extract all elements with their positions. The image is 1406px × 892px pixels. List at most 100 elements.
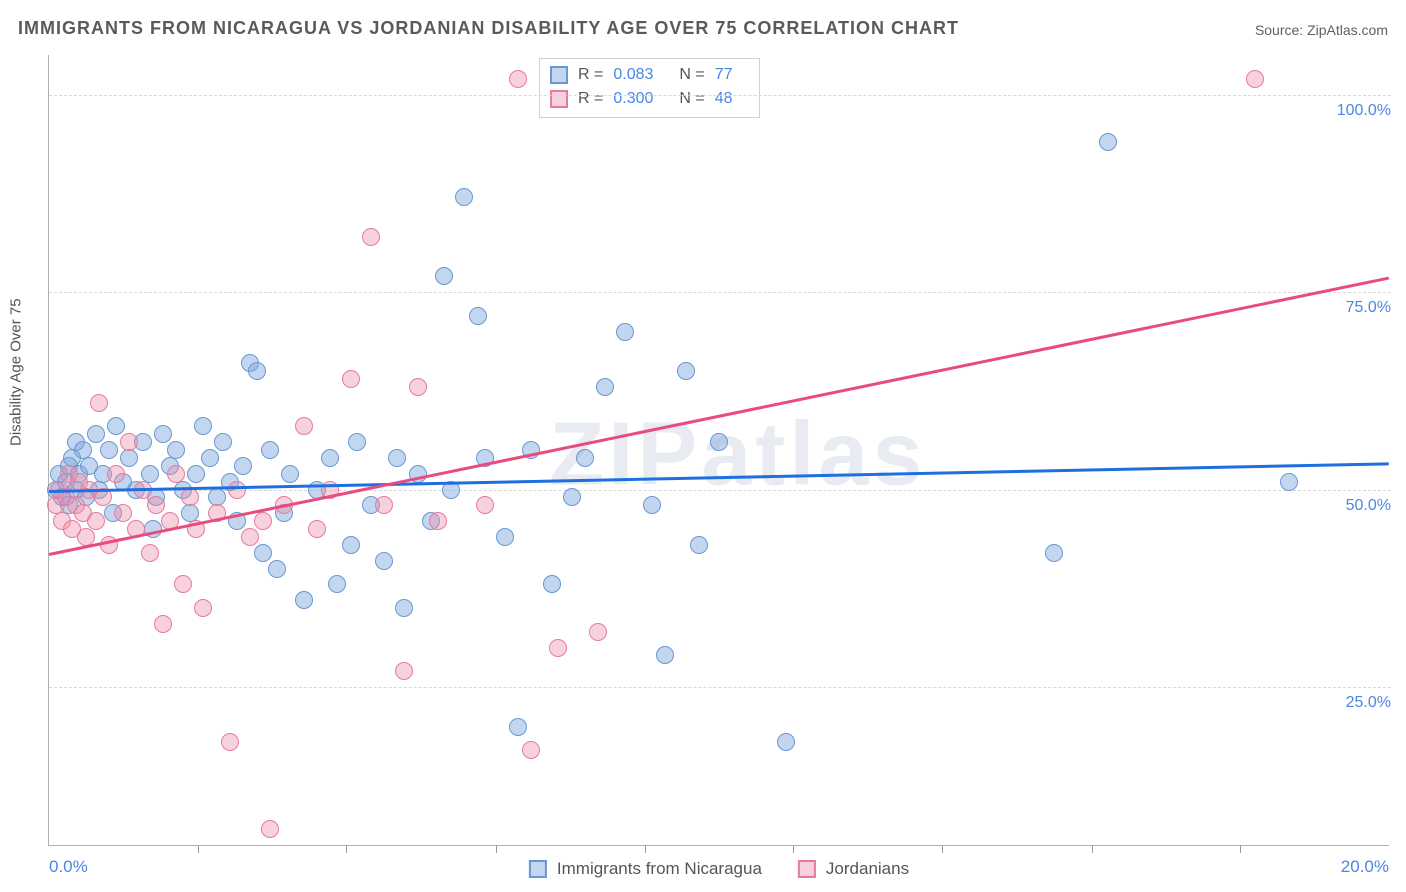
scatter-point bbox=[254, 544, 272, 562]
legend-label: Immigrants from Nicaragua bbox=[557, 859, 762, 879]
r-label: R = bbox=[578, 63, 603, 87]
n-value: 48 bbox=[715, 87, 733, 111]
source-link[interactable]: ZipAtlas.com bbox=[1307, 22, 1388, 38]
gridline-h bbox=[49, 687, 1391, 688]
y-tick-label: 100.0% bbox=[1331, 102, 1391, 120]
scatter-point bbox=[295, 591, 313, 609]
scatter-point bbox=[114, 504, 132, 522]
y-tick-label: 25.0% bbox=[1340, 694, 1391, 712]
x-axis-min-label: 0.0% bbox=[49, 857, 88, 877]
scatter-point bbox=[429, 512, 447, 530]
legend-item: Immigrants from Nicaragua bbox=[529, 859, 762, 879]
scatter-point bbox=[201, 449, 219, 467]
legend-row: R = 0.083 N = 77 bbox=[550, 63, 749, 87]
page-title: IMMIGRANTS FROM NICARAGUA VS JORDANIAN D… bbox=[18, 18, 959, 39]
scatter-point bbox=[154, 425, 172, 443]
scatter-point bbox=[147, 496, 165, 514]
scatter-point bbox=[181, 488, 199, 506]
scatter-point bbox=[321, 449, 339, 467]
series-legend: Immigrants from Nicaragua Jordanians bbox=[529, 859, 909, 879]
scatter-point bbox=[563, 488, 581, 506]
n-value: 77 bbox=[715, 63, 733, 87]
scatter-point bbox=[254, 512, 272, 530]
scatter-point bbox=[328, 575, 346, 593]
scatter-point bbox=[549, 639, 567, 657]
scatter-point bbox=[522, 741, 540, 759]
scatter-plot-area: ZIPatlas R =0.083N =77R =0.300N =48 0.0%… bbox=[48, 55, 1389, 846]
scatter-point bbox=[496, 528, 514, 546]
scatter-point bbox=[342, 536, 360, 554]
legend-swatch bbox=[550, 66, 568, 84]
scatter-point bbox=[295, 417, 313, 435]
scatter-point bbox=[348, 433, 366, 451]
scatter-point bbox=[308, 520, 326, 538]
scatter-point bbox=[509, 718, 527, 736]
x-tick bbox=[1092, 845, 1093, 853]
scatter-point bbox=[1246, 70, 1264, 88]
gridline-h bbox=[49, 292, 1391, 293]
scatter-point bbox=[1280, 473, 1298, 491]
scatter-point bbox=[388, 449, 406, 467]
scatter-point bbox=[261, 820, 279, 838]
watermark-text: ZIPatlas bbox=[549, 404, 926, 507]
scatter-point bbox=[455, 188, 473, 206]
scatter-point bbox=[576, 449, 594, 467]
scatter-point bbox=[375, 552, 393, 570]
scatter-point bbox=[214, 433, 232, 451]
gridline-h bbox=[49, 490, 1391, 491]
scatter-point bbox=[375, 496, 393, 514]
n-label: N = bbox=[679, 63, 704, 87]
scatter-point bbox=[656, 646, 674, 664]
scatter-point bbox=[342, 370, 360, 388]
x-tick bbox=[198, 845, 199, 853]
scatter-point bbox=[476, 496, 494, 514]
y-tick-label: 50.0% bbox=[1340, 497, 1391, 515]
x-axis-max-label: 20.0% bbox=[1341, 857, 1389, 877]
scatter-point bbox=[395, 599, 413, 617]
legend-swatch bbox=[529, 860, 547, 878]
source-prefix: Source: bbox=[1255, 22, 1307, 38]
r-label: R = bbox=[578, 87, 603, 111]
scatter-point bbox=[469, 307, 487, 325]
scatter-point bbox=[616, 323, 634, 341]
x-tick bbox=[1240, 845, 1241, 853]
r-value: 0.300 bbox=[613, 87, 653, 111]
scatter-point bbox=[589, 623, 607, 641]
scatter-point bbox=[120, 449, 138, 467]
scatter-point bbox=[1045, 544, 1063, 562]
scatter-point bbox=[777, 733, 795, 751]
scatter-point bbox=[1099, 133, 1117, 151]
scatter-point bbox=[228, 481, 246, 499]
x-tick bbox=[793, 845, 794, 853]
scatter-point bbox=[596, 378, 614, 396]
x-tick bbox=[645, 845, 646, 853]
scatter-point bbox=[120, 433, 138, 451]
scatter-point bbox=[248, 362, 266, 380]
scatter-point bbox=[221, 733, 239, 751]
scatter-point bbox=[281, 465, 299, 483]
scatter-point bbox=[87, 512, 105, 530]
x-tick bbox=[346, 845, 347, 853]
x-tick bbox=[496, 845, 497, 853]
scatter-point bbox=[87, 425, 105, 443]
correlation-legend: R = 0.083 N = 77R = 0.300 N = 48 bbox=[539, 58, 760, 118]
scatter-point bbox=[194, 417, 212, 435]
scatter-point bbox=[174, 575, 192, 593]
scatter-point bbox=[90, 394, 108, 412]
scatter-point bbox=[167, 465, 185, 483]
scatter-point bbox=[107, 465, 125, 483]
legend-swatch bbox=[550, 90, 568, 108]
scatter-point bbox=[100, 441, 118, 459]
scatter-point bbox=[543, 575, 561, 593]
trend-line bbox=[49, 276, 1390, 555]
legend-label: Jordanians bbox=[826, 859, 909, 879]
source-attribution: Source: ZipAtlas.com bbox=[1255, 22, 1388, 38]
scatter-point bbox=[643, 496, 661, 514]
scatter-point bbox=[409, 378, 427, 396]
scatter-point bbox=[241, 528, 259, 546]
y-tick-label: 75.0% bbox=[1340, 299, 1391, 317]
scatter-point bbox=[677, 362, 695, 380]
scatter-point bbox=[194, 599, 212, 617]
y-axis-label: Disability Age Over 75 bbox=[8, 298, 25, 446]
r-value: 0.083 bbox=[613, 63, 653, 87]
